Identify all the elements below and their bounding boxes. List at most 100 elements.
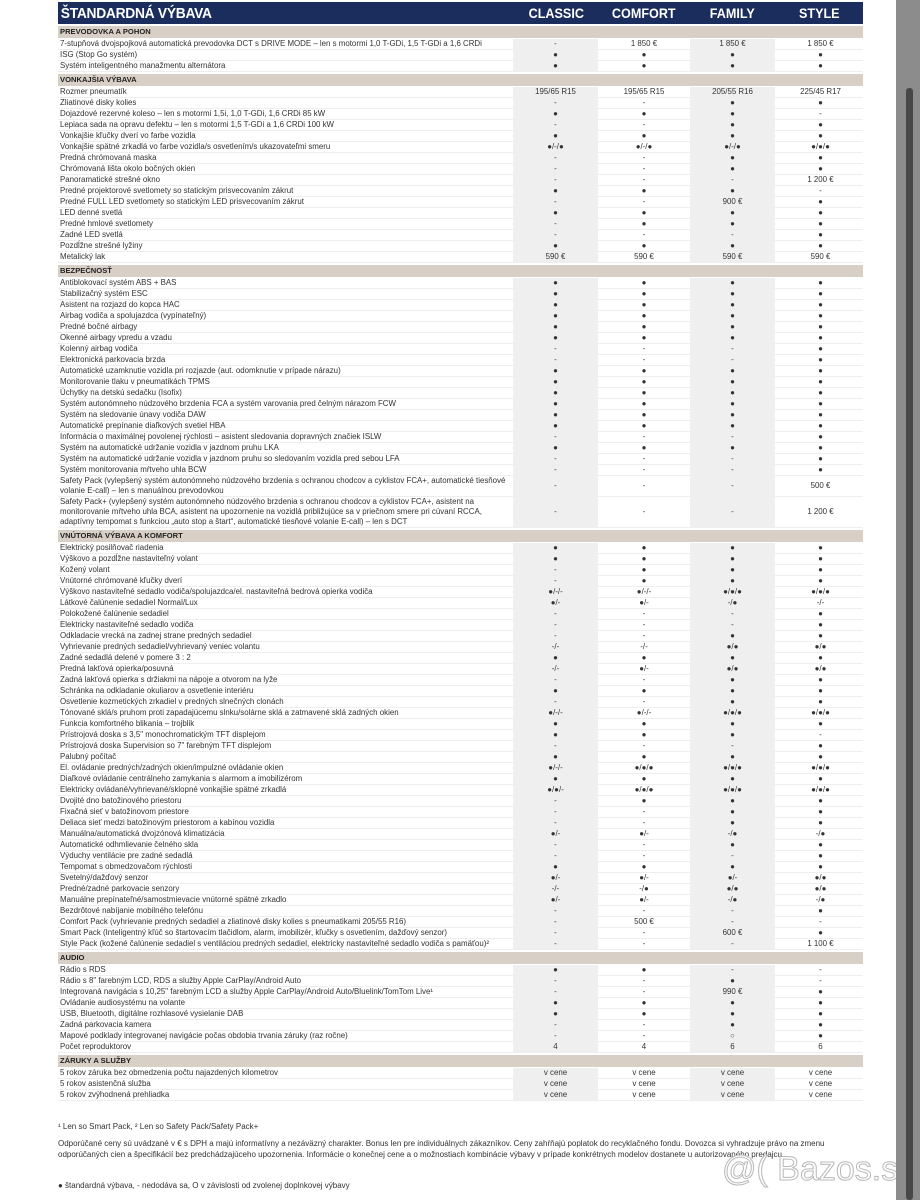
cell-comfort: - <box>642 807 646 816</box>
cell-family: 600 € <box>690 928 775 938</box>
cell-classic: ● <box>513 752 598 762</box>
cell-classic: ● <box>513 443 598 453</box>
cell-classic: - <box>513 219 598 229</box>
cell-classic: - <box>513 609 598 619</box>
table-row: Rozmer pneumatík 195/65 R15 195/65 R15 205/… <box>58 87 863 98</box>
table-row: Vnútorné chrómované kľučky dverí - ● ● ● <box>58 576 863 587</box>
cell-classic: ● <box>513 543 598 553</box>
feature-label: Diaľkové ovládanie centrálneho zamykania… <box>60 774 303 783</box>
cell-comfort: - <box>642 741 646 750</box>
feature-label: Pozdĺžne strešné lyžiny <box>60 241 143 250</box>
cell-style: 6 <box>818 1042 823 1051</box>
cell-style: v cene <box>808 1068 833 1077</box>
table-row: Zadná parkovacia kamera - - ● ● <box>58 1020 863 1031</box>
cell-family: ● <box>690 976 775 986</box>
cell-comfort: ● <box>641 377 647 386</box>
cell-style: v cene <box>808 1079 833 1088</box>
column-style: STYLE <box>799 5 841 21</box>
feature-label: Okenné airbagy vpredu a vzadu <box>60 333 172 342</box>
table-row: Systém inteligentného manažmentu alterná… <box>58 61 863 72</box>
table-row: 5 rokov zvýhodnená prehliadka v cene v cen… <box>58 1090 863 1101</box>
cell-style: ● <box>818 998 823 1007</box>
cell-family: - <box>690 906 775 916</box>
cell-classic: - <box>513 741 598 751</box>
cell-classic: - <box>513 175 598 185</box>
cell-family: ●/●/● <box>690 785 775 795</box>
cell-comfort: ●/- <box>639 829 649 838</box>
legend: ● štandardná výbava, - nedodáva sa, O v … <box>58 1181 350 1190</box>
table-row: LED denné svetlá ● ● ● ● <box>58 208 863 219</box>
cell-family: ● <box>690 399 775 409</box>
cell-classic: - <box>513 432 598 442</box>
cell-family: -/● <box>690 829 775 839</box>
table-row: Vonkajšie kľučky dverí vo farbe vozidla ●… <box>58 131 863 142</box>
scrollbar-thumb[interactable] <box>906 88 913 1200</box>
cell-style: ● <box>818 987 823 996</box>
table-row: Predná lakťová opierka/posuvná -/- ●/- ●/● ●… <box>58 664 863 675</box>
table-row: Deliaca sieť medzi batožinovým priestoro… <box>58 818 863 829</box>
cell-comfort: ● <box>641 576 647 585</box>
feature-label: Antiblokovací systém ABS + BAS <box>60 278 177 287</box>
cell-comfort: ● <box>641 311 647 320</box>
cell-classic: ● <box>513 208 598 218</box>
cell-comfort: ● <box>641 399 647 408</box>
cell-comfort: ● <box>641 554 647 563</box>
table-row: Schránka na odkladanie okuliarov a osvet… <box>58 686 863 697</box>
feature-label: Palubný počítač <box>60 752 117 761</box>
cell-style: ● <box>818 278 823 287</box>
cell-classic: ● <box>513 686 598 696</box>
cell-classic: -/- <box>513 884 598 894</box>
feature-label: Predná chrómovaná maska <box>60 153 157 162</box>
cell-family: 900 € <box>690 197 775 207</box>
table-row: Panoramatické strešné okno - - - 1 200 € <box>58 175 863 186</box>
cell-style: ● <box>818 631 823 640</box>
cell-comfort: - <box>642 906 646 915</box>
cell-family: ● <box>690 322 775 332</box>
cell-family: - <box>690 851 775 861</box>
cell-family: ● <box>690 818 775 828</box>
feature-label: Svetelný/dažďový senzor <box>60 873 149 882</box>
cell-family: ● <box>690 109 775 119</box>
cell-comfort: - <box>642 355 646 364</box>
feature-label: Vnútorné chrómované kľučky dverí <box>60 576 183 585</box>
cell-comfort: ● <box>641 998 647 1007</box>
table-row: Dojazdové rezervné koleso – len s motorm… <box>58 109 863 120</box>
cell-family: -/● <box>690 598 775 608</box>
feature-label: Lepiaca sada na opravu defektu – len s m… <box>60 120 334 129</box>
cell-family: ● <box>690 576 775 586</box>
table-row: Predná chrómovaná maska - - ● ● <box>58 153 863 164</box>
feature-label: Tempomat s obmedzovačom rýchlosti <box>60 862 192 871</box>
cell-classic: v cene <box>513 1079 598 1089</box>
cell-family: - <box>690 917 775 927</box>
cell-classic: ● <box>513 131 598 141</box>
feature-label: Integrovaná navigácia s 10,25" farebným … <box>60 987 433 996</box>
cell-classic: ●/-/- <box>513 708 598 718</box>
cell-comfort: - <box>642 120 646 129</box>
cell-family: ● <box>690 719 775 729</box>
cell-family: ● <box>690 1009 775 1019</box>
cell-family: ● <box>690 219 775 229</box>
cell-classic: 590 € <box>513 252 598 262</box>
table-row: Manuálne prepínateľné/samostmievacie vnú… <box>58 895 863 906</box>
cell-classic: - <box>513 851 598 861</box>
cell-classic: ●/-/- <box>513 587 598 597</box>
table-row: 7-stupňová dvojspojková automatická prev… <box>58 39 863 50</box>
cell-classic: - <box>513 197 598 207</box>
section-header: VONKAJŠIA VÝBAVA <box>58 74 863 86</box>
feature-label: Výškovo nastaviteľné sedadlo vodiča/spol… <box>60 587 373 596</box>
table-row: Počet reproduktorov 4 4 6 6 <box>58 1042 863 1053</box>
cell-family: - <box>690 741 775 751</box>
table-row: Automatické odhmlievanie čelného skla - - ●… <box>58 840 863 851</box>
cell-classic: - <box>513 497 598 527</box>
cell-comfort: ● <box>641 366 647 375</box>
cell-family: ● <box>690 153 775 163</box>
feature-label: Zadné LED svetlá <box>60 230 123 239</box>
feature-label: USB, Bluetooth, digitálne rozhlasové vys… <box>60 1009 244 1018</box>
watermark-logo: @( Bazos.sk <box>721 1150 916 1189</box>
table-row: Výduchy ventilácie pre zadné sedadlá - - - ● <box>58 851 863 862</box>
cell-family: ● <box>690 730 775 740</box>
cell-comfort: - <box>642 987 646 996</box>
feature-label: 5 rokov záruka bez obmedzenia počtu naja… <box>60 1068 278 1077</box>
table-row: Zadné LED svetlá - - - ● <box>58 230 863 241</box>
cell-comfort: ● <box>641 653 647 662</box>
